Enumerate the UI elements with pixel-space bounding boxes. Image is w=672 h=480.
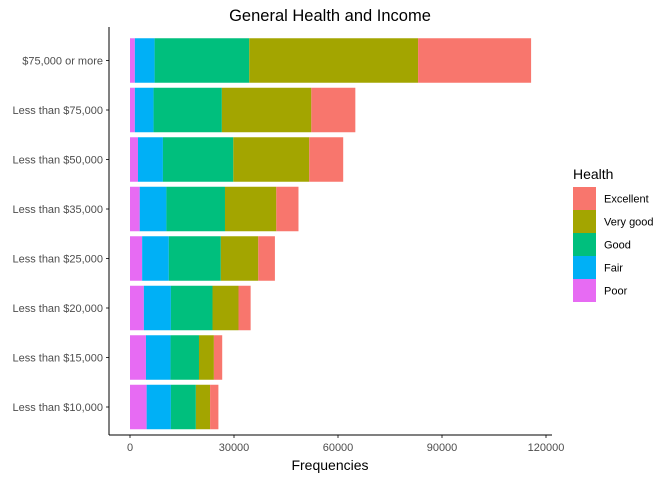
bar-fair-less-than-10-000 <box>146 384 171 430</box>
bar-very-good-less-than-15-000 <box>198 335 214 380</box>
legend-key-fair <box>573 256 596 279</box>
legend-title: Health <box>573 166 613 182</box>
bar-very-good-less-than-35-000 <box>224 186 277 232</box>
bar-good-75-000-or-more <box>154 38 250 83</box>
y-tick-label: Less than $35,000 <box>12 204 103 216</box>
bar-fair-75-000-or-more <box>134 38 155 83</box>
bar-excellent-less-than-75-000 <box>311 87 356 133</box>
x-axis-ticks: 0 30000 60000 90000 120000 <box>127 435 564 454</box>
legend-key-excellent <box>573 187 596 210</box>
bar-poor-less-than-35-000 <box>130 186 140 232</box>
bar-very-good-less-than-25-000 <box>220 236 259 281</box>
legend-label-very-good: Very good <box>604 217 654 229</box>
x-tick-label: 90000 <box>427 442 458 454</box>
bar-excellent-less-than-15-000 <box>213 335 223 380</box>
bar-excellent-less-than-25-000 <box>258 236 275 281</box>
y-tick-label: Less than $25,000 <box>12 254 103 266</box>
x-axis-title: Frequencies <box>291 457 368 473</box>
y-tick-label: Less than $50,000 <box>12 155 103 167</box>
y-tick-label: Less than $20,000 <box>12 303 103 315</box>
bar-excellent-less-than-20-000 <box>238 285 251 331</box>
legend: Health Excellent Very good Good Fair Poor <box>573 166 654 302</box>
legend-label-good: Good <box>604 240 631 252</box>
bar-poor-75-000-or-more <box>130 38 135 83</box>
bar-excellent-less-than-10-000 <box>210 384 219 430</box>
bar-good-less-than-35-000 <box>166 186 225 232</box>
legend-label-excellent: Excellent <box>604 194 649 206</box>
x-tick-label: 0 <box>127 442 133 454</box>
bar-fair-less-than-35-000 <box>139 186 167 232</box>
legend-label-poor: Poor <box>604 286 628 298</box>
bar-poor-less-than-25-000 <box>130 236 143 281</box>
chart-title: General Health and Income <box>229 7 431 25</box>
bar-poor-less-than-20-000 <box>130 285 144 331</box>
bar-fair-less-than-50-000 <box>137 137 163 182</box>
legend-key-very-good <box>573 210 596 233</box>
legend-key-poor <box>573 279 596 302</box>
bar-poor-less-than-50-000 <box>130 137 138 182</box>
bar-excellent-75-000-or-more <box>418 38 532 83</box>
legend-label-fair: Fair <box>604 263 623 275</box>
bars-group <box>130 38 532 430</box>
bar-good-less-than-25-000 <box>168 236 221 281</box>
legend-key-good <box>573 233 596 256</box>
bar-good-less-than-15-000 <box>170 335 199 380</box>
bar-good-less-than-20-000 <box>170 285 213 331</box>
y-tick-label: Less than $75,000 <box>12 105 103 117</box>
bar-excellent-less-than-50-000 <box>309 137 344 182</box>
bar-good-less-than-75-000 <box>153 87 222 133</box>
bar-very-good-less-than-20-000 <box>212 285 239 331</box>
x-tick-label: 120000 <box>528 442 565 454</box>
y-tick-label: Less than $10,000 <box>12 402 103 414</box>
bar-fair-less-than-20-000 <box>143 285 171 331</box>
x-tick-label: 60000 <box>323 442 354 454</box>
bar-fair-less-than-75-000 <box>134 87 154 133</box>
bar-good-less-than-10-000 <box>170 384 196 430</box>
y-tick-label: $75,000 or more <box>22 56 103 68</box>
bar-very-good-less-than-50-000 <box>233 137 310 182</box>
bar-good-less-than-50-000 <box>162 137 234 182</box>
bar-fair-less-than-15-000 <box>145 335 171 380</box>
y-tick-label: Less than $15,000 <box>12 353 103 365</box>
bar-very-good-less-than-75-000 <box>221 87 312 133</box>
bar-excellent-less-than-35-000 <box>276 186 299 232</box>
bar-poor-less-than-15-000 <box>130 335 146 380</box>
bar-poor-less-than-10-000 <box>130 384 147 430</box>
x-tick-label: 30000 <box>219 442 250 454</box>
bar-poor-less-than-75-000 <box>130 87 135 133</box>
bar-very-good-less-than-10-000 <box>195 384 211 430</box>
bar-very-good-75-000-or-more <box>249 38 419 83</box>
bar-fair-less-than-25-000 <box>142 236 169 281</box>
y-axis-ticks: Less than $10,000 Less than $15,000 Less t… <box>12 56 109 414</box>
